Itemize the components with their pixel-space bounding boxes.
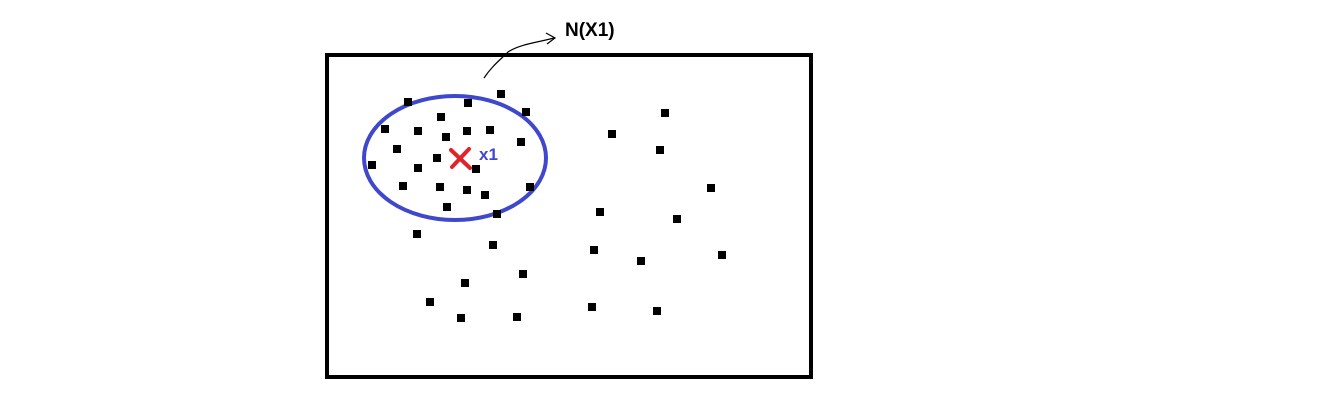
data-point [493, 210, 501, 218]
data-point [399, 182, 407, 190]
data-point [381, 125, 389, 133]
data-point [497, 90, 505, 98]
data-point [414, 164, 422, 172]
data-point [513, 313, 521, 321]
data-point [368, 161, 376, 169]
data-point [393, 145, 401, 153]
data-points [368, 90, 726, 322]
data-point [436, 183, 444, 191]
data-point [673, 215, 681, 223]
data-point [457, 314, 465, 322]
data-point [442, 133, 450, 141]
pointer-line [483, 37, 555, 79]
point-label: x1 [479, 145, 498, 164]
cross-mark-icon [449, 147, 472, 170]
data-point [590, 246, 598, 254]
data-point [464, 99, 472, 107]
data-point [707, 184, 715, 192]
data-point [404, 98, 412, 106]
data-point [526, 183, 534, 191]
bounding-frame [325, 53, 813, 379]
data-point [414, 127, 422, 135]
arrow-icon [545, 32, 557, 45]
data-point [413, 230, 421, 238]
data-point [461, 279, 469, 287]
data-point [472, 165, 480, 173]
data-point [463, 186, 471, 194]
data-point [486, 126, 494, 134]
data-point [433, 154, 441, 162]
data-point [463, 127, 471, 135]
data-point [718, 251, 726, 259]
data-point [517, 138, 525, 146]
data-point [489, 241, 497, 249]
neighborhood-ellipse [362, 94, 548, 222]
data-point [481, 191, 489, 199]
data-point [653, 307, 661, 315]
data-point [661, 109, 669, 117]
data-point [426, 298, 434, 306]
neighborhood-label: N(X1) [565, 20, 615, 41]
data-point [656, 146, 664, 154]
data-point [608, 130, 616, 138]
data-point [588, 303, 596, 311]
data-point [443, 203, 451, 211]
data-point [522, 108, 530, 116]
data-point [437, 113, 445, 121]
data-point [596, 208, 604, 216]
data-point [519, 270, 527, 278]
data-point [637, 257, 645, 265]
